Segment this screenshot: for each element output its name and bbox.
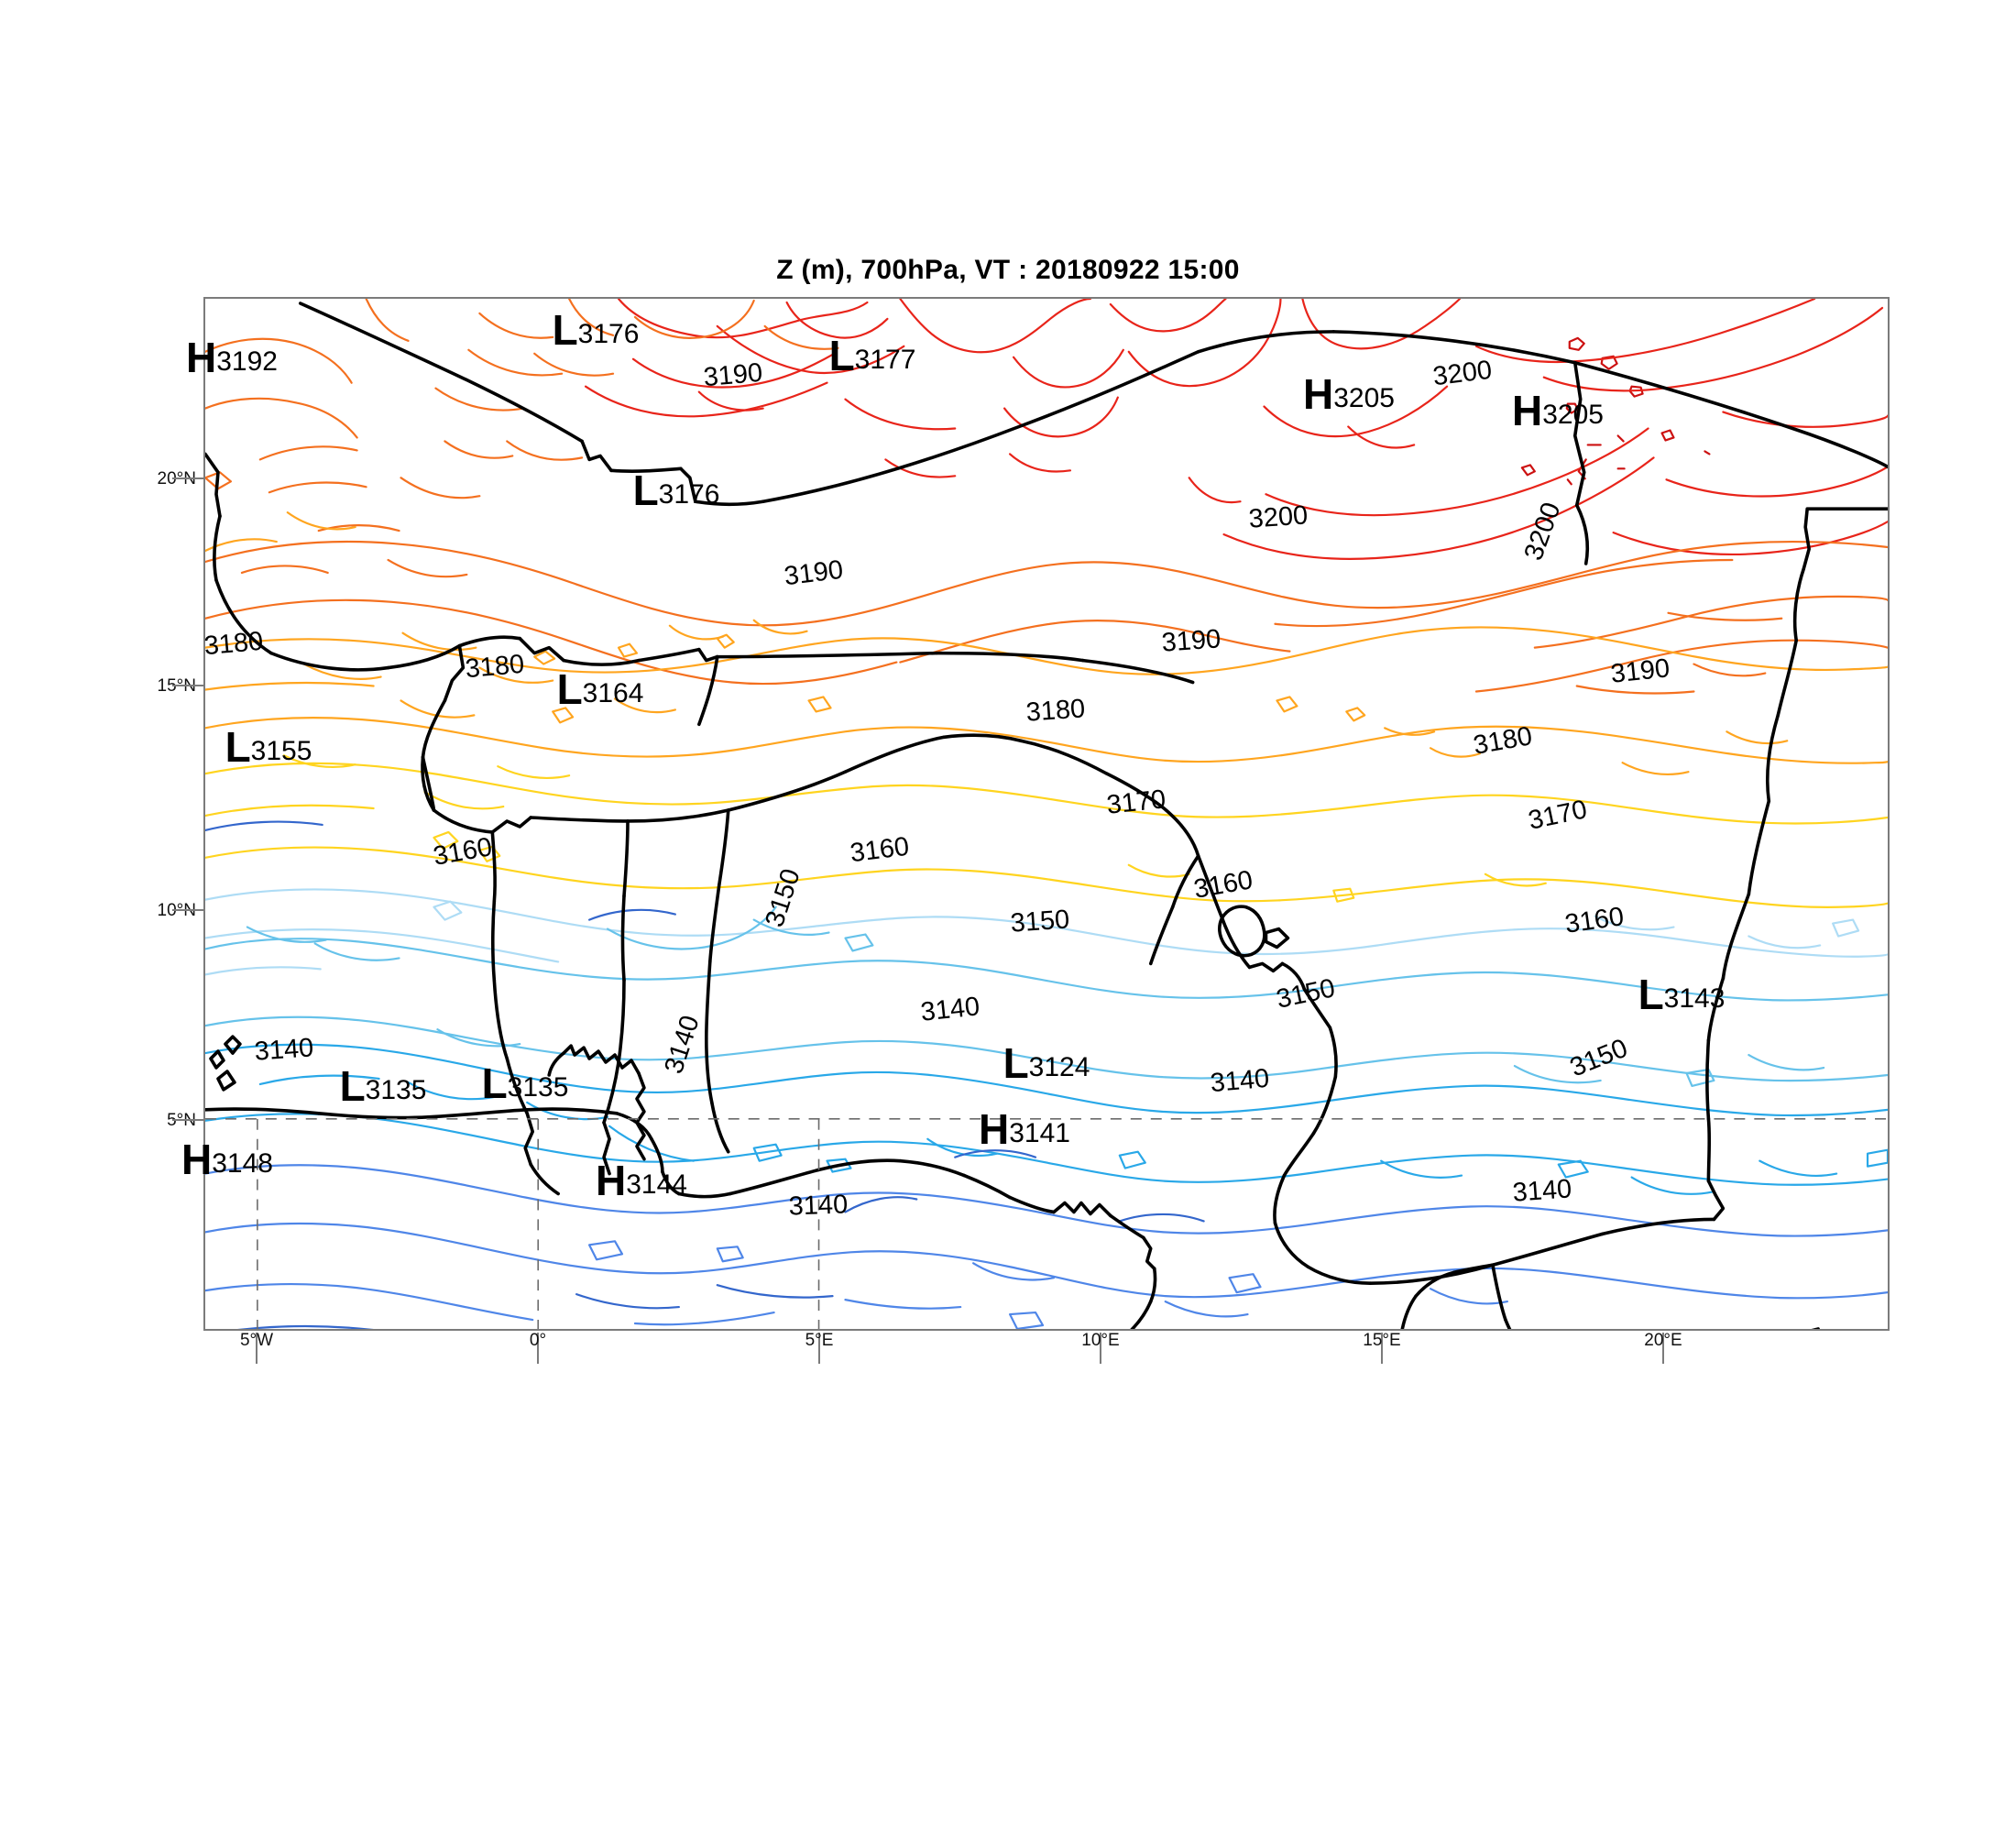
extremum-value: 3155 bbox=[250, 736, 312, 766]
contour-label-3200-b: 3200 bbox=[1247, 500, 1309, 534]
ytick-mark-20N bbox=[172, 477, 203, 479]
extremum-marker-L-3143: L3143 bbox=[1638, 973, 1726, 1015]
xtick-label-0: 0° bbox=[529, 1331, 547, 1350]
extremum-type-letter: L bbox=[225, 723, 251, 771]
xtick-label-10E: 10°E bbox=[1081, 1331, 1120, 1350]
ytick-label-20N: 20°N bbox=[157, 469, 196, 488]
contour-label-3140-c: 3140 bbox=[919, 992, 981, 1027]
contour-label-3190-d: 3190 bbox=[1609, 653, 1671, 689]
extremum-value: 3141 bbox=[1009, 1118, 1070, 1148]
extremum-marker-H-3192: H3192 bbox=[186, 336, 278, 379]
extremum-marker-L-3135-east: L3135 bbox=[482, 1062, 569, 1104]
geography-layer bbox=[205, 302, 1888, 1329]
contour-label-3140-a: 3140 bbox=[253, 1033, 315, 1067]
xtick-mark-5E bbox=[818, 1333, 820, 1364]
extremum-type-letter: H bbox=[979, 1105, 1010, 1153]
extremum-value: 3148 bbox=[212, 1148, 273, 1179]
extremum-marker-L-3135-west: L3135 bbox=[340, 1065, 427, 1107]
ytick-label-5N: 5°N bbox=[167, 1111, 196, 1130]
extremum-value: 3177 bbox=[854, 345, 916, 375]
extremum-type-letter: H bbox=[1303, 370, 1334, 418]
extremum-type-letter: L bbox=[481, 1059, 508, 1107]
contour-label-3180-a: 3180 bbox=[203, 626, 265, 662]
contour-label-3190-c: 3190 bbox=[1160, 624, 1222, 658]
extremum-value: 3135 bbox=[365, 1075, 427, 1105]
contour-map-svg bbox=[205, 299, 1888, 1329]
extremum-type-letter: H bbox=[1512, 387, 1543, 434]
contour-3150 bbox=[205, 1043, 1888, 1195]
extremum-value: 3164 bbox=[582, 678, 644, 708]
extremum-type-letter: L bbox=[828, 332, 855, 379]
extremum-type-letter: L bbox=[632, 466, 659, 514]
xtick-label-5E: 5°E bbox=[805, 1331, 834, 1350]
contour-3180 bbox=[205, 511, 1888, 775]
extremum-type-letter: L bbox=[1638, 971, 1664, 1018]
extremum-marker-H-3144: H3144 bbox=[596, 1159, 687, 1202]
extremum-marker-H-3205-west: H3205 bbox=[1303, 373, 1395, 415]
contour-3140 bbox=[205, 1164, 1888, 1329]
extremum-type-letter: L bbox=[552, 306, 578, 354]
contour-label-3190-a: 3190 bbox=[702, 357, 764, 393]
extremum-marker-L-3177: L3177 bbox=[829, 335, 916, 377]
xtick-mark-10E bbox=[1100, 1333, 1101, 1364]
contour-3160 bbox=[205, 888, 1888, 976]
extremum-value: 3143 bbox=[1663, 983, 1726, 1014]
extremum-type-letter: H bbox=[186, 334, 217, 381]
extremum-value: 3124 bbox=[1028, 1052, 1090, 1082]
contour-3200 bbox=[584, 299, 1888, 560]
extremum-type-letter: L bbox=[1003, 1039, 1029, 1087]
page-title: Z (m), 700hPa, VT : 20180922 15:00 bbox=[776, 255, 1240, 285]
xtick-mark-15E bbox=[1381, 1333, 1383, 1364]
contour-label-3140-f: 3140 bbox=[788, 1190, 849, 1222]
contour-3190 bbox=[205, 299, 1888, 695]
contour-map-plot-area bbox=[203, 297, 1890, 1331]
extremum-marker-H-3205-east: H3205 bbox=[1512, 390, 1604, 432]
extremum-marker-H-3141: H3141 bbox=[979, 1108, 1070, 1150]
latlon-dashed-guides bbox=[205, 1118, 1888, 1329]
ytick-mark-10N bbox=[172, 909, 203, 911]
extremum-type-letter: H bbox=[596, 1157, 627, 1204]
extremum-type-letter: L bbox=[339, 1062, 366, 1110]
xtick-mark-0 bbox=[537, 1333, 539, 1364]
xtick-mark-5W bbox=[256, 1333, 257, 1364]
extremum-marker-L-3124: L3124 bbox=[1003, 1042, 1090, 1084]
extremum-marker-L-3176-south: L3176 bbox=[633, 469, 720, 511]
xtick-label-15E: 15°E bbox=[1363, 1331, 1401, 1350]
xtick-mark-20E bbox=[1662, 1333, 1664, 1364]
extremum-type-letter: H bbox=[181, 1136, 213, 1183]
extremum-value: 3176 bbox=[658, 479, 720, 510]
ytick-label-15N: 15°N bbox=[157, 676, 196, 696]
extremum-marker-L-3164: L3164 bbox=[557, 668, 644, 710]
ytick-label-10N: 10°N bbox=[157, 901, 196, 920]
xtick-label-20E: 20°E bbox=[1644, 1331, 1682, 1350]
contour-label-3180-b: 3180 bbox=[464, 649, 526, 685]
contour-label-3140-d: 3140 bbox=[1209, 1063, 1271, 1099]
ytick-mark-5N bbox=[172, 1119, 203, 1121]
contour-3170 bbox=[205, 754, 1888, 908]
extremum-value: 3192 bbox=[216, 346, 278, 377]
xtick-label-5W: 5°W bbox=[239, 1331, 274, 1350]
extremum-type-letter: L bbox=[556, 665, 583, 713]
contour-label-3170-a: 3170 bbox=[1105, 785, 1167, 820]
extremum-marker-L-3155: L3155 bbox=[225, 726, 312, 768]
extremum-value: 3176 bbox=[577, 319, 640, 349]
extremum-value: 3205 bbox=[1333, 383, 1395, 413]
extremum-value: 3144 bbox=[626, 1169, 687, 1200]
contour-label-3140-e: 3140 bbox=[1511, 1174, 1573, 1208]
extremum-value: 3135 bbox=[507, 1072, 569, 1103]
extremum-marker-H-3148: H3148 bbox=[181, 1138, 273, 1180]
contour-label-3150-b: 3150 bbox=[1009, 905, 1071, 938]
ytick-mark-15N bbox=[172, 685, 203, 686]
contour-label-3180-c: 3180 bbox=[1024, 694, 1087, 728]
extremum-value: 3205 bbox=[1542, 400, 1604, 430]
extremum-marker-L-3176-north: L3176 bbox=[553, 309, 640, 351]
